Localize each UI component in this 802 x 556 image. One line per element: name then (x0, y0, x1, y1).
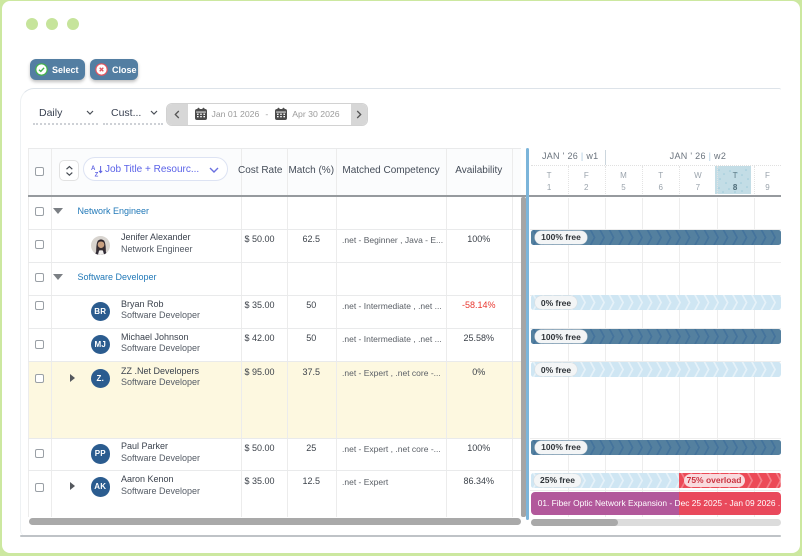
svg-text:Z: Z (94, 172, 98, 177)
svg-text:A: A (91, 165, 96, 171)
